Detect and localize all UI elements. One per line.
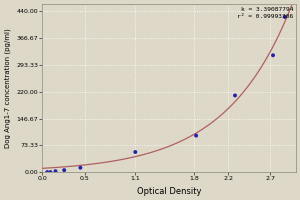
Y-axis label: Dog Ang1-7 concentration (pg/ml): Dog Ang1-7 concentration (pg/ml) — [4, 28, 11, 148]
Point — [53, 170, 58, 173]
Point — [45, 171, 50, 174]
Text: k = 3.39087794
r² = 0.99993306: k = 3.39087794 r² = 0.99993306 — [237, 7, 293, 19]
Point — [232, 94, 237, 97]
Point — [271, 54, 275, 57]
Point — [62, 169, 67, 172]
Point — [133, 150, 138, 154]
Point — [283, 15, 287, 19]
Point — [48, 171, 53, 174]
Point — [194, 134, 199, 137]
X-axis label: Optical Density: Optical Density — [137, 187, 201, 196]
Point — [78, 166, 83, 169]
